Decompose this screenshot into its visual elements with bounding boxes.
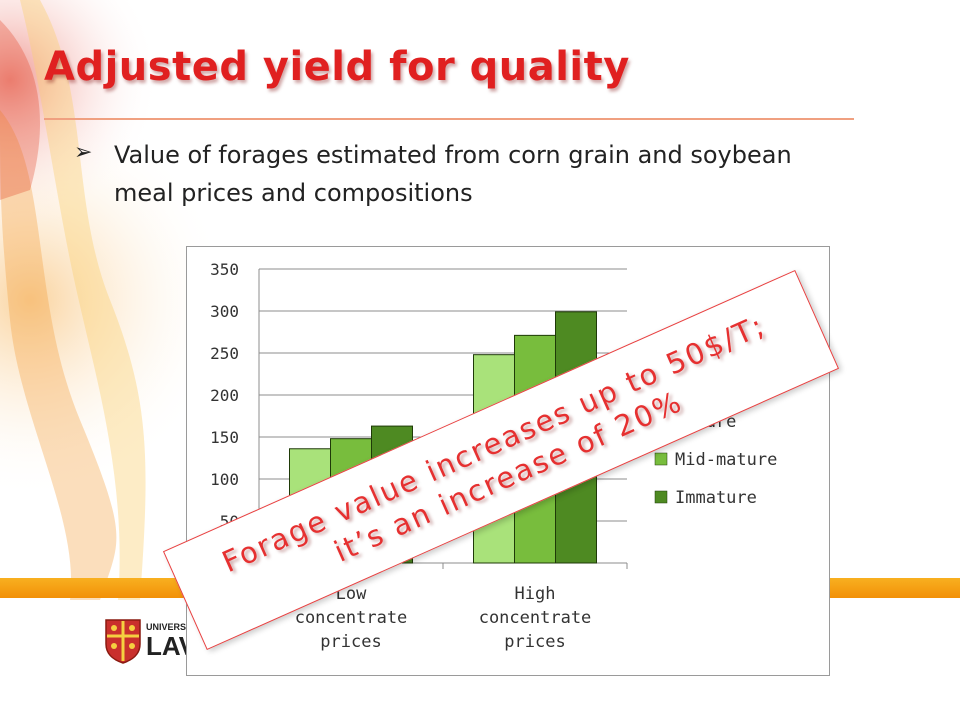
y-tick-label: 250 <box>210 344 239 363</box>
x-category-label: High <box>515 584 556 604</box>
legend-label: Mid-mature <box>675 450 777 470</box>
y-tick-label: 300 <box>210 302 239 321</box>
y-tick-label: 100 <box>210 470 239 489</box>
logo-text-bottom: LAVAL <box>146 631 186 660</box>
shield-icon <box>105 619 141 664</box>
x-category-label: prices <box>504 632 565 652</box>
university-logo: UNIVERSITÉ LAVAL <box>104 618 186 666</box>
bullet-text: Value of forages estimated from corn gra… <box>114 141 792 207</box>
y-tick-label: 150 <box>210 428 239 447</box>
x-category-label: concentrate <box>295 608 408 628</box>
logo-text-top: UNIVERSITÉ <box>146 622 186 632</box>
y-tick-label: 200 <box>210 386 239 405</box>
arrow-bullet-icon: ➢ <box>74 140 93 165</box>
y-tick-label: 350 <box>210 260 239 279</box>
x-category-label: prices <box>320 632 381 652</box>
slide-title: Adjusted yield for quality <box>44 44 630 90</box>
legend-swatch <box>654 490 668 504</box>
legend-swatch <box>654 452 668 466</box>
x-category-label: concentrate <box>479 608 592 628</box>
legend-label: Immature <box>675 488 757 508</box>
title-divider <box>44 118 854 120</box>
